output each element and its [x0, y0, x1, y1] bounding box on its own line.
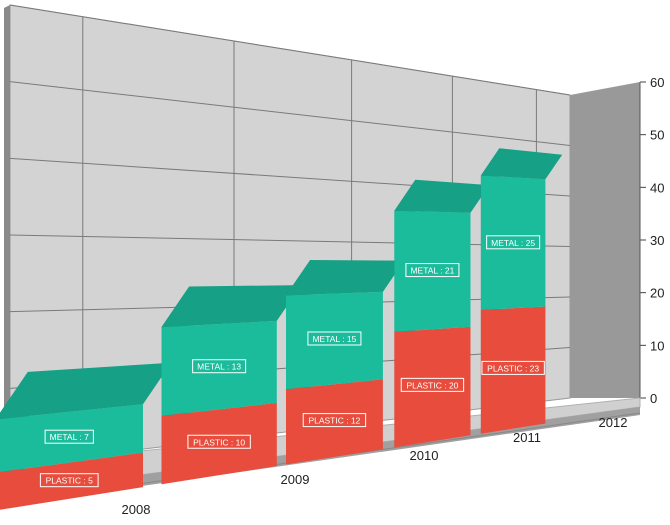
- data-label-box: [302, 413, 367, 428]
- data-label: METAL : 13: [197, 362, 241, 372]
- left-wall-edge: [4, 5, 10, 468]
- bar-front-metal: [0, 404, 143, 472]
- data-label: METAL : 21: [410, 266, 454, 276]
- data-labels: PLASTIC : 5 METAL : 7 PLASTIC : 10 METAL : …: [39, 235, 545, 488]
- data-label-box: [486, 235, 541, 250]
- data-label-box: [307, 331, 362, 346]
- data-label: METAL : 25: [491, 238, 535, 248]
- y-tick-label: 10: [650, 338, 664, 353]
- data-label-box: [44, 429, 94, 444]
- bar-top-metal: [161, 285, 302, 328]
- bar-top-metal: [0, 362, 172, 420]
- data-label: METAL : 15: [312, 334, 356, 344]
- x-tick-label: 2010: [410, 448, 439, 463]
- y-tick-label: 30: [650, 233, 664, 248]
- bar-front-metal: [161, 320, 277, 416]
- bar-front-plastic: [286, 379, 383, 465]
- data-label-box: [39, 473, 99, 488]
- data-label: PLASTIC : 23: [487, 363, 539, 373]
- data-label: PLASTIC : 10: [193, 437, 245, 447]
- data-label-box: [400, 377, 465, 392]
- bar-front-plastic: [480, 306, 546, 434]
- data-label: PLASTIC : 5: [46, 476, 94, 486]
- x-tick-label: 2011: [513, 430, 541, 445]
- bar-top-metal: [394, 179, 490, 213]
- gridline-horizontal: [9, 4, 571, 96]
- y-tick-label: 20: [650, 286, 664, 301]
- bar-top-metal: [480, 148, 563, 180]
- data-label: PLASTIC : 12: [308, 416, 360, 426]
- bar-top-metal: [286, 260, 405, 296]
- x-tick-label: 2008: [122, 502, 151, 517]
- data-label-box: [187, 434, 251, 449]
- y-tick-label: 50: [650, 128, 664, 143]
- data-label: PLASTIC : 20: [406, 380, 458, 390]
- side-wall: [570, 82, 640, 398]
- bar-front-plastic: [0, 452, 143, 510]
- data-label-box: [405, 263, 460, 278]
- bar-series: [0, 148, 563, 510]
- data-label-box: [192, 359, 247, 374]
- y-tick-label: 60: [650, 75, 664, 90]
- y-tick-label: 40: [650, 180, 664, 195]
- y-tick-label: 0: [650, 391, 657, 406]
- bar-front-metal: [480, 175, 546, 310]
- x-tick-label: 2012: [599, 415, 628, 430]
- data-label-box: [481, 360, 545, 375]
- gridline-horizontal: [9, 81, 571, 146]
- bar-front-metal: [286, 291, 383, 390]
- bar-front-plastic: [161, 402, 277, 485]
- x-tick-label: 2009: [281, 472, 310, 487]
- bar-front-metal: [394, 210, 471, 332]
- data-label: METAL : 7: [50, 432, 89, 442]
- gridline-horizontal: [9, 234, 571, 247]
- bar-front-plastic: [394, 326, 471, 448]
- y-axis: 0 10 20 30 40 50 60: [639, 75, 664, 406]
